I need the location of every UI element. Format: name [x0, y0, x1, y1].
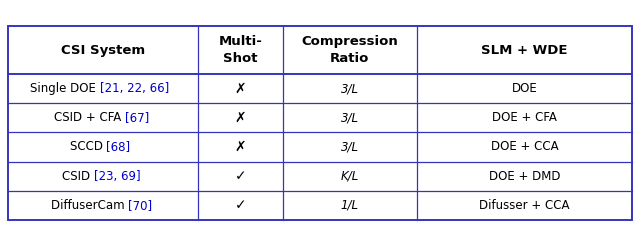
- Text: Compression
Ratio: Compression Ratio: [301, 35, 398, 65]
- Bar: [8, 26, 632, 220]
- Text: [67]: [67]: [125, 111, 149, 124]
- Text: DOE + CCA: DOE + CCA: [491, 141, 558, 153]
- Text: DOE + DMD: DOE + DMD: [489, 170, 560, 183]
- Text: DOE + CFA: DOE + CFA: [492, 111, 557, 124]
- Text: CSID + CFA: CSID + CFA: [54, 111, 125, 124]
- Text: SCCD: SCCD: [70, 141, 106, 153]
- Text: 3/L: 3/L: [340, 82, 358, 95]
- Text: 1/L: 1/L: [340, 199, 358, 212]
- Text: DOE: DOE: [512, 82, 538, 95]
- Text: DiffuserCam: DiffuserCam: [51, 199, 128, 212]
- Text: Difusser + CCA: Difusser + CCA: [479, 199, 570, 212]
- Text: [23, 69]: [23, 69]: [94, 170, 141, 183]
- Text: ✗: ✗: [234, 82, 246, 96]
- Text: 3/L: 3/L: [340, 111, 358, 124]
- Text: 3/L: 3/L: [340, 141, 358, 153]
- Text: [70]: [70]: [128, 199, 152, 212]
- Text: ✗: ✗: [234, 111, 246, 125]
- Text: ✓: ✓: [234, 169, 246, 183]
- Text: [68]: [68]: [106, 141, 131, 153]
- Text: Single DOE: Single DOE: [30, 82, 100, 95]
- Text: ✓: ✓: [234, 198, 246, 212]
- Text: [21, 22, 66]: [21, 22, 66]: [100, 82, 169, 95]
- Text: Multi-
Shot: Multi- Shot: [218, 35, 262, 65]
- Text: SLM + WDE: SLM + WDE: [481, 43, 568, 57]
- Text: CSID: CSID: [62, 170, 94, 183]
- Text: CSI System: CSI System: [61, 43, 145, 57]
- Text: ✗: ✗: [234, 140, 246, 154]
- Text: K/L: K/L: [340, 170, 359, 183]
